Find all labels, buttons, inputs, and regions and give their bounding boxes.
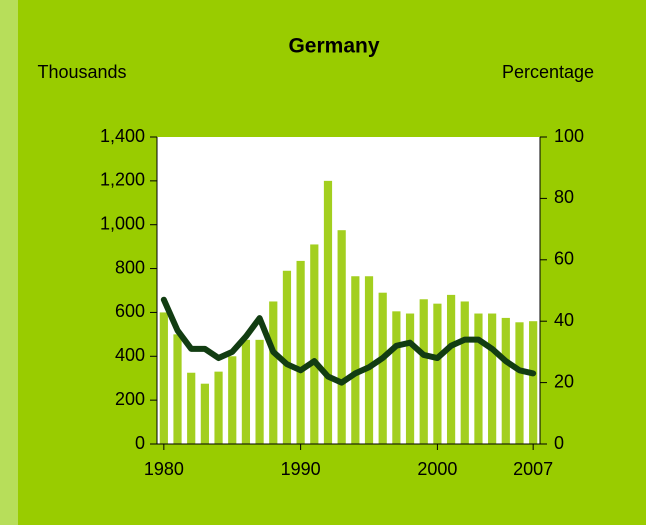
bar <box>296 260 305 444</box>
y-tick-label: 400 <box>115 345 145 365</box>
y-tick-label: 0 <box>135 433 145 453</box>
bar <box>501 317 510 444</box>
bar <box>460 301 469 444</box>
y-tick-label: 600 <box>115 301 145 321</box>
bar <box>337 230 346 444</box>
y-axis-label: Thousands <box>37 62 126 82</box>
bar <box>351 276 360 444</box>
y-tick-label: 800 <box>115 257 145 277</box>
bar <box>378 292 387 444</box>
y2-tick-label: 0 <box>554 433 564 453</box>
y2-tick-label: 40 <box>554 310 574 330</box>
x-tick-label: 2007 <box>513 459 553 479</box>
y2-tick-label: 80 <box>554 187 574 207</box>
line <box>160 296 537 386</box>
bar <box>405 313 415 444</box>
bar <box>173 334 182 444</box>
bar <box>214 371 223 444</box>
bar <box>228 356 237 444</box>
bar <box>474 313 483 444</box>
y2-tick-label: 100 <box>554 126 584 146</box>
bar <box>433 303 442 444</box>
bar <box>159 312 168 444</box>
x-tick-label: 1980 <box>144 459 184 479</box>
bar <box>392 311 401 444</box>
bar <box>364 276 374 444</box>
y-tick-label: 1,400 <box>100 126 145 146</box>
bar <box>200 383 209 444</box>
bar <box>282 270 292 444</box>
bar <box>310 244 319 444</box>
y-tick-label: 200 <box>115 389 145 409</box>
bar <box>187 372 196 444</box>
y-tick-label: 1,200 <box>100 170 145 190</box>
y2-tick-label: 60 <box>554 249 574 269</box>
bar <box>323 180 333 444</box>
bar <box>529 321 538 444</box>
y2-tick-label: 20 <box>554 371 574 391</box>
bar <box>419 299 428 444</box>
y-tick-label: 1,000 <box>100 213 145 233</box>
bar <box>488 313 497 444</box>
bar <box>269 301 278 444</box>
bar <box>515 322 524 444</box>
y2-axis-label: Percentage <box>502 62 594 82</box>
x-tick-label: 1990 <box>281 459 321 479</box>
chart-title: Germany <box>288 35 379 58</box>
bar <box>255 339 264 444</box>
x-tick-label: 2000 <box>417 459 457 479</box>
bar <box>241 339 251 444</box>
bar <box>446 294 456 444</box>
left-strip <box>0 0 18 525</box>
